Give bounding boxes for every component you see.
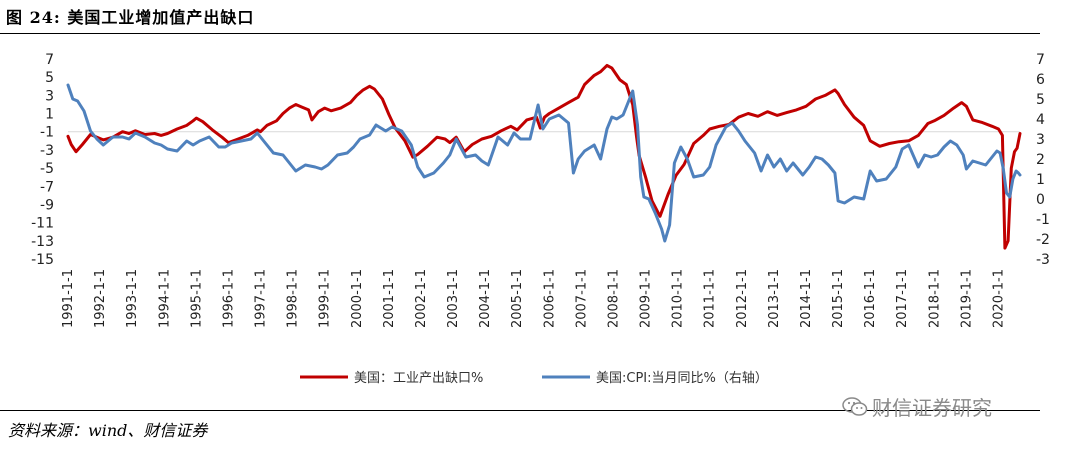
x-tick-label: 2010-1-1 bbox=[671, 269, 686, 328]
watermark-text: 财信证券研究 bbox=[872, 396, 992, 420]
series-layer bbox=[66, 63, 1022, 250]
y-right-tick-label: 5 bbox=[1036, 92, 1045, 108]
x-tick-label: 2000-1-1 bbox=[350, 269, 365, 328]
y-right-tick-label: 7 bbox=[1036, 52, 1045, 68]
x-tick-label: 2009-1-1 bbox=[639, 269, 654, 328]
x-tick-label: 2003-1-1 bbox=[446, 269, 461, 328]
axes-layer: 7 5 3 1 -1 -3 -5 -7 -9 -11 -13 -15 7 6 5 4 3 2 1 0 -1 -2 -3 199… bbox=[31, 52, 1050, 328]
x-tick-label: 2017-1-1 bbox=[895, 269, 910, 328]
legend-label-cpi: 美国:CPI:当月同比%（右轴） bbox=[596, 371, 768, 386]
y-left-tick-label: -13 bbox=[31, 234, 54, 250]
x-tick-label: 1996-1-1 bbox=[221, 269, 236, 328]
y-right-tick-label: -2 bbox=[1036, 232, 1050, 248]
y-left-tick-label: 3 bbox=[45, 88, 54, 104]
y-right-tick-label: 2 bbox=[1036, 152, 1045, 168]
top-rule bbox=[0, 33, 1040, 34]
y-left-tick-label: -11 bbox=[31, 216, 54, 232]
y-right-tick-label: -1 bbox=[1036, 212, 1050, 228]
x-tick-label: 2011-1-1 bbox=[703, 269, 718, 328]
y-left-tick-label: 1 bbox=[45, 107, 54, 123]
legend-label-output-gap: 美国：工业产出缺口% bbox=[354, 371, 483, 386]
legend: 美国：工业产出缺口% 美国:CPI:当月同比%（右轴） bbox=[300, 371, 768, 386]
series-line-output-gap bbox=[66, 63, 1022, 250]
x-tick-label: 2019-1-1 bbox=[959, 269, 974, 328]
y-left-tick-label: -9 bbox=[40, 197, 54, 213]
x-tick-label: 2013-1-1 bbox=[767, 269, 782, 328]
y-left-tick-label: 7 bbox=[45, 52, 54, 68]
x-tick-label: 1998-1-1 bbox=[286, 269, 301, 328]
x-tick-label: 2004-1-1 bbox=[478, 269, 493, 328]
x-tick-label: 2001-1-1 bbox=[382, 269, 397, 328]
x-tick-label: 1995-1-1 bbox=[189, 269, 204, 328]
x-tick-label: 1991-1-1 bbox=[61, 269, 76, 328]
x-tick-label: 2014-1-1 bbox=[799, 269, 814, 328]
x-tick-label: 2016-1-1 bbox=[863, 269, 878, 328]
y-left-tick-label: 5 bbox=[45, 70, 54, 86]
x-tick-label: 2008-1-1 bbox=[606, 269, 621, 328]
x-tick-label: 2015-1-1 bbox=[831, 269, 846, 328]
y-right-tick-label: 4 bbox=[1036, 112, 1045, 128]
x-tick-label: 1992-1-1 bbox=[93, 269, 108, 328]
x-tick-label: 2007-1-1 bbox=[574, 269, 589, 328]
watermark: 财信证券研究 bbox=[842, 392, 992, 421]
x-tick-label: 1997-1-1 bbox=[254, 269, 269, 328]
x-tick-label: 2002-1-1 bbox=[414, 269, 429, 328]
wechat-icon bbox=[842, 396, 868, 416]
x-tick-label: 1993-1-1 bbox=[125, 269, 140, 328]
y-right-tick-label: -3 bbox=[1036, 252, 1050, 268]
y-left-tick-label: -3 bbox=[40, 143, 54, 159]
x-tick-label: 2020-1-1 bbox=[992, 269, 1007, 328]
bottom-rule bbox=[0, 410, 1040, 411]
y-left-tick-label: -7 bbox=[40, 179, 54, 195]
x-tick-label: 1994-1-1 bbox=[157, 269, 172, 328]
source-note: 资料来源：wind、财信证券 bbox=[8, 421, 208, 440]
series-line-cpi bbox=[66, 83, 1022, 243]
x-tick-label: 2005-1-1 bbox=[510, 269, 525, 328]
y-right-tick-label: 0 bbox=[1036, 192, 1045, 208]
y-right-tick-label: 1 bbox=[1036, 172, 1045, 188]
figure-title: 图 24: 美国工业增加值产出缺口 bbox=[6, 8, 255, 27]
line-chart: 7 5 3 1 -1 -3 -5 -7 -9 -11 -13 -15 7 6 5 4 3 2 1 0 -1 -2 -3 199… bbox=[31, 52, 1050, 386]
x-tick-label: 2012-1-1 bbox=[735, 269, 750, 328]
y-right-tick-label: 6 bbox=[1036, 72, 1045, 88]
y-left-tick-label: -5 bbox=[40, 161, 54, 177]
y-left-tick-label: -15 bbox=[31, 252, 54, 268]
x-tick-label: 1999-1-1 bbox=[318, 269, 333, 328]
y-right-tick-label: 3 bbox=[1036, 132, 1045, 148]
x-tick-label: 2018-1-1 bbox=[927, 269, 942, 328]
y-left-tick-label: -1 bbox=[40, 125, 54, 141]
x-tick-label: 2006-1-1 bbox=[542, 269, 557, 328]
